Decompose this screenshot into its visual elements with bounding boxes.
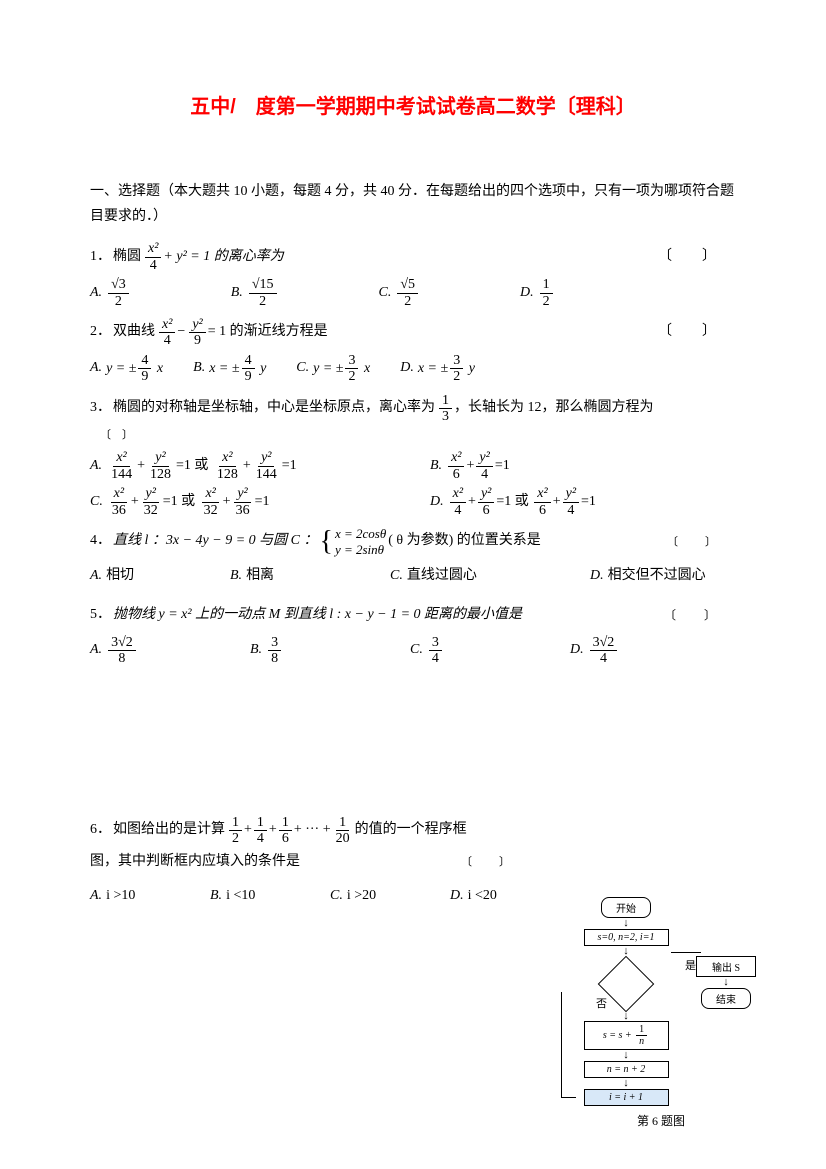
q3-optC: C. x²36+y²32=1 或 x²32+y²36=1 [90, 486, 400, 518]
q4-num: 4． [90, 526, 111, 557]
flowchart: 开始 ↓ s=0, n=2, i=1 ↓ ↓ s = s + 1n ↓ n = … [566, 894, 756, 1129]
q5-optC: C. 34 [410, 635, 540, 667]
q6-optD: D.i <20 [450, 881, 497, 912]
q2-optD: D. x = ±32 y [400, 353, 475, 385]
q5-bracket: 〔 〕 [664, 602, 734, 628]
q6-mid: 的值的一个程序框 [355, 815, 467, 846]
fc-step2: n = n + 2 [584, 1061, 669, 1078]
q3-optD: D. x²4+y²6=1 或 x²6+y²4=1 [430, 486, 596, 518]
q4-optA: A.相切 [90, 561, 200, 592]
q3-tb: ，长轴长为 12，那么椭圆方程为 [454, 393, 654, 424]
question-3: 3． 椭圆的对称轴是坐标轴，中心是坐标原点，离心率为 13 ，长轴长为 12，那… [90, 393, 736, 519]
q4-optC: C.直线过圆心 [390, 561, 560, 592]
fc-caption: 第 6 题图 [566, 1112, 756, 1129]
page-title: 五中/ 度第一学期期中考试试卷高二数学〔理科〕 [90, 90, 736, 119]
q4-optB: B.相离 [230, 561, 360, 592]
q1-frac: x² 4 [145, 241, 161, 273]
q2-pre: 双曲线 [113, 317, 155, 348]
q5-num: 5． [90, 600, 111, 631]
q2-optC: C. y = ±32 x [296, 353, 370, 385]
q6-line2: 图，其中判断框内应填入的条件是 [90, 847, 300, 878]
question-4: 4． 直线 l ：3x − 4y − 9 = 0 与圆 C ： { x = 2c… [90, 526, 736, 592]
q1-pre: 椭圆 [113, 242, 141, 273]
q3-bracket: 〔 〕 [100, 424, 736, 446]
q4-optD: D.相交但不过圆心 [590, 561, 706, 592]
q6-bracket: 〔 〕 [461, 850, 528, 874]
q6-num: 6． [90, 815, 111, 846]
q2-post: = 1 的渐近线方程是 [208, 317, 328, 348]
q4-bracket: 〔 〕 [667, 530, 734, 554]
fc-start: 开始 [601, 897, 651, 918]
q2-num: 2． [90, 317, 111, 348]
question-1: 1． 椭圆 x² 4 + y² = 1 的离心率为 〔 〕 A. √32 B. … [90, 241, 736, 309]
section-intro: 一、选择题（本大题共 10 小题，每题 4 分，共 40 分．在每题给出的四个选… [90, 179, 736, 229]
question-5: 5． 抛物线 y = x² 上的一动点 M 到直线 l : x − y − 1 … [90, 600, 736, 667]
q1-bracket: 〔 〕 [658, 242, 734, 273]
fc-init: s=0, n=2, i=1 [584, 929, 669, 946]
fc-step3: i = i + 1 [584, 1089, 669, 1106]
question-2: 2． 双曲线 x²4 − y²9 = 1 的渐近线方程是 〔 〕 A. y = … [90, 317, 736, 385]
q1-optB: B. √152 [231, 277, 279, 309]
q3-optB: B. x²6+y²4=1 [430, 450, 510, 482]
q6-optB: B.i <10 [210, 881, 300, 912]
fc-no-label: 否 [596, 995, 607, 1011]
q1-mid: + y² = 1 的离心率为 [163, 242, 283, 273]
fc-step1: s = s + 1n [584, 1021, 669, 1050]
q5-optA: A. 3√28 [90, 635, 220, 667]
q5-text: 抛物线 y = x² 上的一动点 M 到直线 l : x − y − 1 = 0… [113, 600, 522, 631]
q3-num: 3． [90, 393, 111, 424]
q1-optA: A. √32 [90, 277, 131, 309]
q3-ta: 椭圆的对称轴是坐标轴，中心是坐标原点，离心率为 [113, 393, 435, 424]
q2-bracket: 〔 〕 [658, 317, 734, 348]
q1-optC: C. √52 [379, 277, 421, 309]
q2-optA: A. y = ±49 x [90, 353, 163, 385]
q5-optB: B. 38 [250, 635, 380, 667]
fc-output: 输出 S [696, 956, 756, 977]
q1-optD: D. 12 [520, 277, 555, 309]
q6-pre: 如图给出的是计算 [113, 815, 225, 846]
q6-optA: A.i >10 [90, 881, 180, 912]
q4-post: ( θ 为参数) 的位置关系是 [388, 526, 541, 557]
question-6: 6． 如图给出的是计算 12+ 14+ 16+ ··· + 120 的值的一个程… [90, 815, 530, 912]
q2-optB: B. x = ±49 y [193, 353, 266, 385]
fc-end: 结束 [701, 988, 751, 1009]
q6-optC: C.i >20 [330, 881, 420, 912]
q4-pre: 直线 l ：3x − 4y − 9 = 0 与圆 C ： [113, 526, 318, 557]
q3-optA: A. x²144+y²128=1 或 x²128+y²144=1 [90, 450, 400, 482]
q5-optD: D. 3√24 [570, 635, 619, 667]
q1-num: 1． [90, 242, 111, 273]
